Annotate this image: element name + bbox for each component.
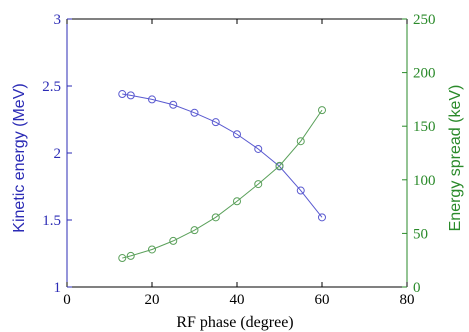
data-point-right — [275, 161, 284, 170]
data-point-left — [118, 90, 127, 99]
data-point-left — [296, 186, 305, 195]
x-tick-label: 80 — [400, 292, 415, 308]
data-point-left — [211, 118, 220, 127]
x-tick-label: 0 — [63, 292, 71, 308]
data-point-right — [148, 245, 156, 254]
data-point-right — [211, 213, 220, 222]
tick-layer: 0 20 40 60 80 1 1.5 2 2.5 3 0 50 100 150 200 250 — [42, 12, 435, 308]
data-point-left — [233, 130, 241, 139]
data-point-right — [169, 236, 178, 245]
data-point-right — [233, 197, 241, 206]
series-layer — [118, 90, 326, 263]
data-point-left — [126, 91, 135, 100]
data-point-right — [126, 251, 135, 260]
data-point-right — [254, 180, 263, 189]
y-left-tick-label: 3 — [54, 12, 62, 28]
x-tick-label: 40 — [230, 292, 245, 308]
x-axis-title: RF phase (degree) — [176, 314, 293, 331]
plot-frame — [66, 18, 408, 288]
y-right-tick-label: 0 — [413, 280, 421, 296]
series-line-left — [122, 93, 323, 218]
data-point-left — [318, 213, 326, 222]
y-left-tick-label: 2.5 — [42, 79, 61, 95]
data-point-right — [190, 226, 199, 235]
y-axis-right-title: Energy spread (keV) — [447, 85, 464, 232]
data-point-left — [190, 108, 199, 117]
data-point-left — [148, 95, 156, 104]
y-left-tick-label: 2 — [54, 146, 62, 162]
data-point-left — [169, 100, 178, 109]
y-left-tick-label: 1 — [54, 280, 62, 296]
y-right-tick-label: 250 — [413, 12, 436, 28]
data-point-left — [254, 144, 263, 153]
x-tick-label: 60 — [315, 292, 330, 308]
data-point-right — [318, 106, 326, 115]
y-axis-left-title: Kinetic energy (MeV) — [11, 83, 28, 232]
x-tick-label: 20 — [145, 292, 160, 308]
data-point-right — [296, 137, 305, 146]
data-point-right — [118, 254, 127, 263]
y-right-tick-label: 50 — [413, 226, 428, 242]
y-right-tick-label: 100 — [413, 173, 436, 189]
series-line-right — [122, 109, 323, 259]
y-right-tick-label: 200 — [413, 66, 436, 82]
y-right-tick-label: 150 — [413, 119, 436, 135]
y-left-tick-label: 1.5 — [42, 213, 61, 229]
